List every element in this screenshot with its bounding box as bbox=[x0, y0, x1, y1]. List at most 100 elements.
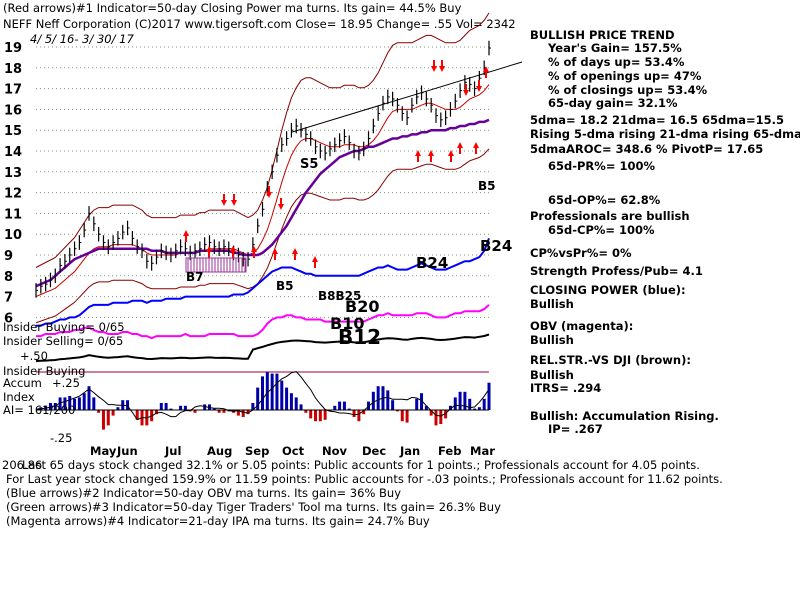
accum-bar bbox=[154, 410, 158, 415]
buy-arrow bbox=[251, 246, 257, 258]
buy-arrow bbox=[483, 66, 489, 78]
y-tick-label: 11 bbox=[4, 207, 22, 222]
plus-25-label: +.25 bbox=[52, 376, 80, 390]
sidebar-line: Rising 5-dma rising 21-dma rising 65-dma bbox=[530, 127, 800, 141]
accum-bar bbox=[164, 403, 168, 410]
accum-bar bbox=[487, 382, 491, 410]
sidebar-line: Bullish bbox=[530, 333, 574, 347]
accum-bar bbox=[236, 410, 240, 416]
footer-line2: For Last year stock changed 159.9% or 11… bbox=[6, 472, 723, 486]
accum-bar bbox=[477, 407, 481, 410]
sidebar-line: 65d-OP%= 62.8% bbox=[548, 193, 661, 207]
accum-bar bbox=[97, 410, 101, 413]
sidebar-line: REL.STR.-VS DJI (brown): bbox=[530, 353, 691, 367]
accum-bar bbox=[434, 410, 438, 426]
accum-bar bbox=[376, 386, 380, 410]
sidebar-line: 65d-CP%= 100% bbox=[548, 223, 655, 237]
accum-bar bbox=[463, 391, 467, 410]
accum-bar bbox=[101, 410, 105, 430]
signal-b8-b25: B8B25 bbox=[318, 289, 361, 303]
accum-bar bbox=[429, 410, 433, 416]
minus-25-label: -.25 bbox=[50, 431, 73, 445]
y-tick-label: 12 bbox=[4, 187, 22, 202]
accum-bar bbox=[453, 397, 457, 410]
accum-bar bbox=[386, 390, 390, 410]
date-range: 4/ 5/ 16- 3/ 30/ 17 bbox=[30, 32, 134, 46]
sidebar-line: Year's Gain= 157.5% bbox=[548, 41, 682, 55]
sidebar-line: Professionals are bullish bbox=[530, 209, 690, 223]
sidebar-line: % of openings up= 47% bbox=[548, 69, 702, 83]
signal-b5-left: B5 bbox=[276, 279, 294, 293]
month-label-nov: Nov bbox=[322, 444, 348, 458]
sidebar-line: CP%vsPr%= 0% bbox=[530, 246, 632, 260]
signal-b5-right: B5 bbox=[478, 179, 496, 193]
accum-bar bbox=[314, 410, 318, 422]
signal-b12: B12 bbox=[338, 325, 381, 349]
accum-bar bbox=[58, 397, 62, 410]
sell-arrow bbox=[431, 60, 437, 72]
y-tick-label: 18 bbox=[4, 62, 22, 77]
accum-bar bbox=[400, 410, 404, 422]
y-tick-label: 8 bbox=[4, 270, 13, 285]
sell-arrow bbox=[221, 194, 227, 206]
accum-bar bbox=[333, 405, 337, 410]
header-line1: (Red arrows)#1 Indicator=50-day Closing … bbox=[3, 1, 462, 15]
sidebar-line: CLOSING POWER (blue): bbox=[530, 283, 686, 297]
sidebar-line: 65d-PR%= 100% bbox=[548, 159, 655, 173]
accum-bar bbox=[405, 410, 409, 423]
sidebar-line: IP= .267 bbox=[548, 422, 603, 436]
accum-bar bbox=[77, 397, 81, 410]
sidebar-line: % of closings up= 53.4% bbox=[548, 83, 708, 97]
accum-bar bbox=[448, 405, 452, 410]
y-tick-label: 6 bbox=[4, 311, 13, 326]
signal-box bbox=[185, 257, 247, 273]
accum-bar bbox=[444, 410, 448, 419]
buy-arrow bbox=[230, 246, 236, 258]
accum-bar bbox=[126, 400, 130, 410]
sidebar-line: 5dmaAROC= 348.6 % PivotP= 17.65 bbox=[530, 142, 764, 156]
sell-arrow bbox=[266, 186, 272, 198]
footer-line4: (Green arrows)#3 Indicator=50-day Tiger … bbox=[6, 500, 501, 514]
y-tick-label: 19 bbox=[4, 41, 22, 56]
buy-arrow bbox=[448, 150, 454, 162]
month-label-jun: Jun bbox=[116, 444, 138, 458]
accum-bar bbox=[183, 405, 187, 410]
signal-s5: S5 bbox=[300, 157, 318, 172]
sidebar-line: % of days up= 53.4% bbox=[548, 55, 685, 69]
sell-arrow bbox=[278, 198, 284, 210]
month-axis-labels: May Jun Jul Aug Sep Oct Nov Dec Jan Feb Mar bbox=[90, 444, 495, 458]
month-label-mar: Mar bbox=[470, 444, 495, 458]
accum-bar bbox=[482, 398, 486, 410]
sidebar-line: BULLISH PRICE TREND bbox=[530, 28, 675, 42]
accum-bar bbox=[106, 410, 110, 426]
accum-bar bbox=[362, 410, 366, 415]
accum-bar bbox=[280, 380, 284, 410]
accum-bar bbox=[415, 398, 419, 410]
accum-bar bbox=[92, 397, 96, 410]
sell-arrow bbox=[463, 84, 469, 96]
month-label-oct: Oct bbox=[282, 444, 305, 458]
accum-bar bbox=[275, 373, 279, 410]
y-tick-label: 16 bbox=[4, 103, 22, 118]
y-tick-label: 9 bbox=[4, 249, 13, 264]
accum-bar bbox=[294, 397, 298, 410]
accum-bar bbox=[111, 410, 115, 416]
insider-buying-ratio: Insider Buying= 0/65 bbox=[3, 320, 125, 334]
month-label-sep: Sep bbox=[245, 444, 269, 458]
accum-bar bbox=[424, 405, 428, 410]
buy-arrow bbox=[428, 150, 434, 162]
month-label-dec: Dec bbox=[362, 444, 386, 458]
footer-prefix: 206.86 bbox=[2, 458, 43, 472]
closing-power-line bbox=[36, 238, 490, 327]
buy-arrow bbox=[183, 230, 189, 242]
accum-bar bbox=[135, 410, 139, 420]
accum-bar bbox=[458, 391, 462, 410]
accum-bar bbox=[68, 396, 72, 410]
buy-arrow bbox=[206, 246, 212, 258]
accumulation-histogram bbox=[35, 371, 491, 430]
accum-bar bbox=[289, 393, 293, 410]
buy-arrow bbox=[415, 150, 421, 162]
sell-arrow bbox=[231, 194, 237, 206]
buy-arrow bbox=[457, 142, 463, 154]
